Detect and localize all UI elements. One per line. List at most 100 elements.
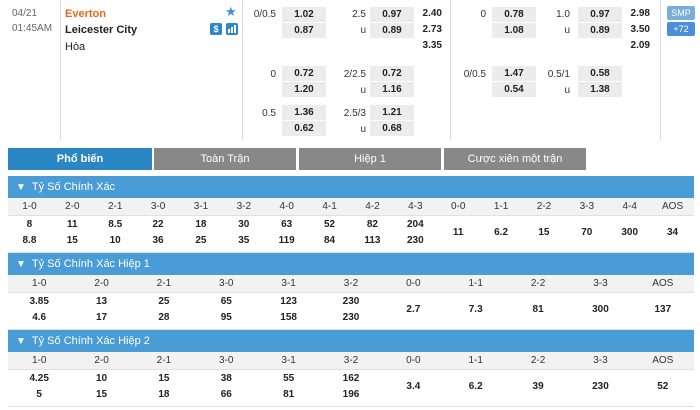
away-score-odd[interactable]: 8.8 — [22, 235, 37, 246]
more-markets-badge[interactable]: +72 — [667, 22, 695, 36]
score-odd-cell[interactable]: 70 — [565, 216, 608, 252]
chevron-down-icon[interactable]: ▼ — [16, 182, 26, 193]
section-header[interactable]: ▼ Tỷ Số Chính Xác — [8, 176, 694, 198]
ft-1x2-draw[interactable]: 3.35 — [422, 40, 442, 51]
ht-1x2-away[interactable]: 3.50 — [630, 24, 650, 35]
home-score-odd[interactable]: 123 — [280, 296, 297, 307]
chevron-down-icon[interactable]: ▼ — [16, 336, 26, 347]
ft-hcap-away-odd[interactable]: 1.20 — [282, 82, 326, 97]
away-score-odd[interactable]: 95 — [220, 312, 232, 323]
score-odd-cell[interactable]: 204 230 — [394, 216, 437, 252]
score-odd-cell[interactable]: 82 113 — [351, 216, 394, 252]
draw-score-odd[interactable]: 11 — [452, 227, 464, 238]
ht-1x2-draw[interactable]: 2.09 — [630, 40, 650, 51]
score-odd-cell[interactable]: 123 158 — [257, 293, 319, 329]
away-score-odd[interactable]: 15 — [66, 235, 78, 246]
away-score-odd[interactable]: 25 — [195, 235, 207, 246]
score-odd-cell[interactable]: 81 — [507, 293, 569, 329]
away-score-odd[interactable]: 35 — [238, 235, 250, 246]
score-odd-cell[interactable]: 38 66 — [195, 370, 257, 406]
away-score-odd[interactable]: 18 — [158, 389, 170, 400]
away-score-odd[interactable]: 36 — [152, 235, 164, 246]
chevron-down-icon[interactable]: ▼ — [16, 259, 26, 270]
away-score-odd[interactable]: 17 — [95, 312, 108, 323]
draw-score-odd[interactable]: 137 — [654, 304, 672, 315]
ft-hcap-home-odd[interactable]: 0.72 — [282, 66, 326, 81]
home-score-odd[interactable]: 82 — [366, 219, 378, 230]
home-score-odd[interactable]: 63 — [281, 219, 293, 230]
ht-hcap-home-odd[interactable]: 1.47 — [492, 66, 536, 81]
home-score-odd[interactable]: 10 — [95, 373, 108, 384]
home-score-odd[interactable]: 38 — [220, 373, 232, 384]
away-score-odd[interactable]: 66 — [220, 389, 232, 400]
away-score-odd[interactable]: 28 — [158, 312, 170, 323]
away-score-odd[interactable]: 119 — [278, 235, 295, 246]
score-odd-cell[interactable]: 52 84 — [308, 216, 351, 252]
away-score-odd[interactable]: 5 — [36, 389, 42, 400]
ft-over-odd[interactable]: 1.21 — [370, 105, 414, 120]
away-score-odd[interactable]: 158 — [280, 312, 297, 323]
ht-under-odd[interactable]: 0.89 — [578, 23, 622, 38]
draw-score-odd[interactable]: 6.2 — [494, 227, 509, 238]
score-odd-cell[interactable]: 8.5 10 — [94, 216, 137, 252]
home-score-odd[interactable]: 4.25 — [29, 373, 49, 384]
score-odd-cell[interactable]: 18 25 — [180, 216, 223, 252]
draw-score-odd[interactable]: 70 — [581, 227, 593, 238]
draw-score-odd[interactable]: 15 — [538, 227, 550, 238]
draw-score-odd[interactable]: 34 — [667, 227, 679, 238]
score-odd-cell[interactable]: 162 196 — [320, 370, 382, 406]
tab-first-half[interactable]: Hiệp 1 — [299, 148, 441, 170]
draw-score-odd[interactable]: 300 — [621, 227, 639, 238]
ft-1x2-home[interactable]: 2.40 — [422, 8, 442, 19]
score-odd-cell[interactable]: 8 8.8 — [8, 216, 51, 252]
home-score-odd[interactable]: 52 — [324, 219, 336, 230]
tab-popular[interactable]: Phổ biến — [8, 148, 152, 170]
score-odd-cell[interactable]: 65 95 — [195, 293, 257, 329]
home-team-name[interactable]: Everton — [65, 8, 106, 20]
score-odd-cell[interactable]: 300 — [608, 216, 651, 252]
away-team-name[interactable]: Leicester City — [65, 24, 138, 36]
ht-hcap-away-odd[interactable]: 0.54 — [492, 82, 536, 97]
score-odd-cell[interactable]: 22 36 — [137, 216, 180, 252]
ft-hcap-away-odd[interactable]: 0.87 — [282, 23, 326, 38]
score-odd-cell[interactable]: 11 — [437, 216, 480, 252]
home-score-odd[interactable]: 25 — [158, 296, 170, 307]
score-odd-cell[interactable]: 25 28 — [133, 293, 195, 329]
ft-hcap-home-odd[interactable]: 1.36 — [282, 105, 326, 120]
away-score-odd[interactable]: 81 — [283, 389, 295, 400]
away-score-odd[interactable]: 10 — [109, 235, 121, 246]
star-icon[interactable]: ★ — [225, 4, 237, 19]
score-odd-cell[interactable]: 30 35 — [222, 216, 265, 252]
draw-score-odd[interactable]: 7.3 — [468, 304, 483, 315]
score-odd-cell[interactable]: 3.4 — [382, 370, 444, 406]
section-header[interactable]: ▼ Tỷ Số Chính Xác Hiệp 2 — [8, 330, 694, 352]
ft-under-odd[interactable]: 0.68 — [370, 121, 414, 136]
score-odd-cell[interactable]: 55 81 — [257, 370, 319, 406]
score-odd-cell[interactable]: 3.85 4.6 — [8, 293, 70, 329]
home-score-odd[interactable]: 65 — [220, 296, 232, 307]
score-odd-cell[interactable]: 230 230 — [320, 293, 382, 329]
score-odd-cell[interactable]: 15 — [523, 216, 566, 252]
tab-full-match[interactable]: Toàn Trận — [154, 148, 296, 170]
ht-1x2-home[interactable]: 2.98 — [630, 8, 650, 19]
score-odd-cell[interactable]: 11 15 — [51, 216, 94, 252]
score-odd-cell[interactable]: 6.2 — [445, 370, 507, 406]
score-odd-cell[interactable]: 13 17 — [70, 293, 132, 329]
away-score-odd[interactable]: 230 — [342, 312, 360, 323]
home-score-odd[interactable]: 18 — [195, 219, 207, 230]
away-score-odd[interactable]: 230 — [406, 235, 424, 246]
home-score-odd[interactable]: 55 — [283, 373, 295, 384]
draw-score-odd[interactable]: 3.4 — [406, 381, 421, 392]
draw-score-odd[interactable]: 230 — [592, 381, 609, 392]
away-score-odd[interactable]: 4.6 — [32, 312, 47, 323]
dollar-icon[interactable]: $ — [210, 23, 222, 35]
ft-hcap-away-odd[interactable]: 0.62 — [282, 121, 326, 136]
home-score-odd[interactable]: 3.85 — [29, 296, 49, 307]
ft-1x2-away[interactable]: 2.73 — [422, 24, 442, 35]
home-score-odd[interactable]: 162 — [342, 373, 360, 384]
score-odd-cell[interactable]: 6.2 — [480, 216, 523, 252]
home-score-odd[interactable]: 11 — [67, 219, 78, 230]
draw-score-odd[interactable]: 300 — [592, 304, 609, 315]
home-score-odd[interactable]: 204 — [406, 219, 424, 230]
tab-same-game-parlay[interactable]: Cược xiên một trận — [444, 148, 586, 170]
